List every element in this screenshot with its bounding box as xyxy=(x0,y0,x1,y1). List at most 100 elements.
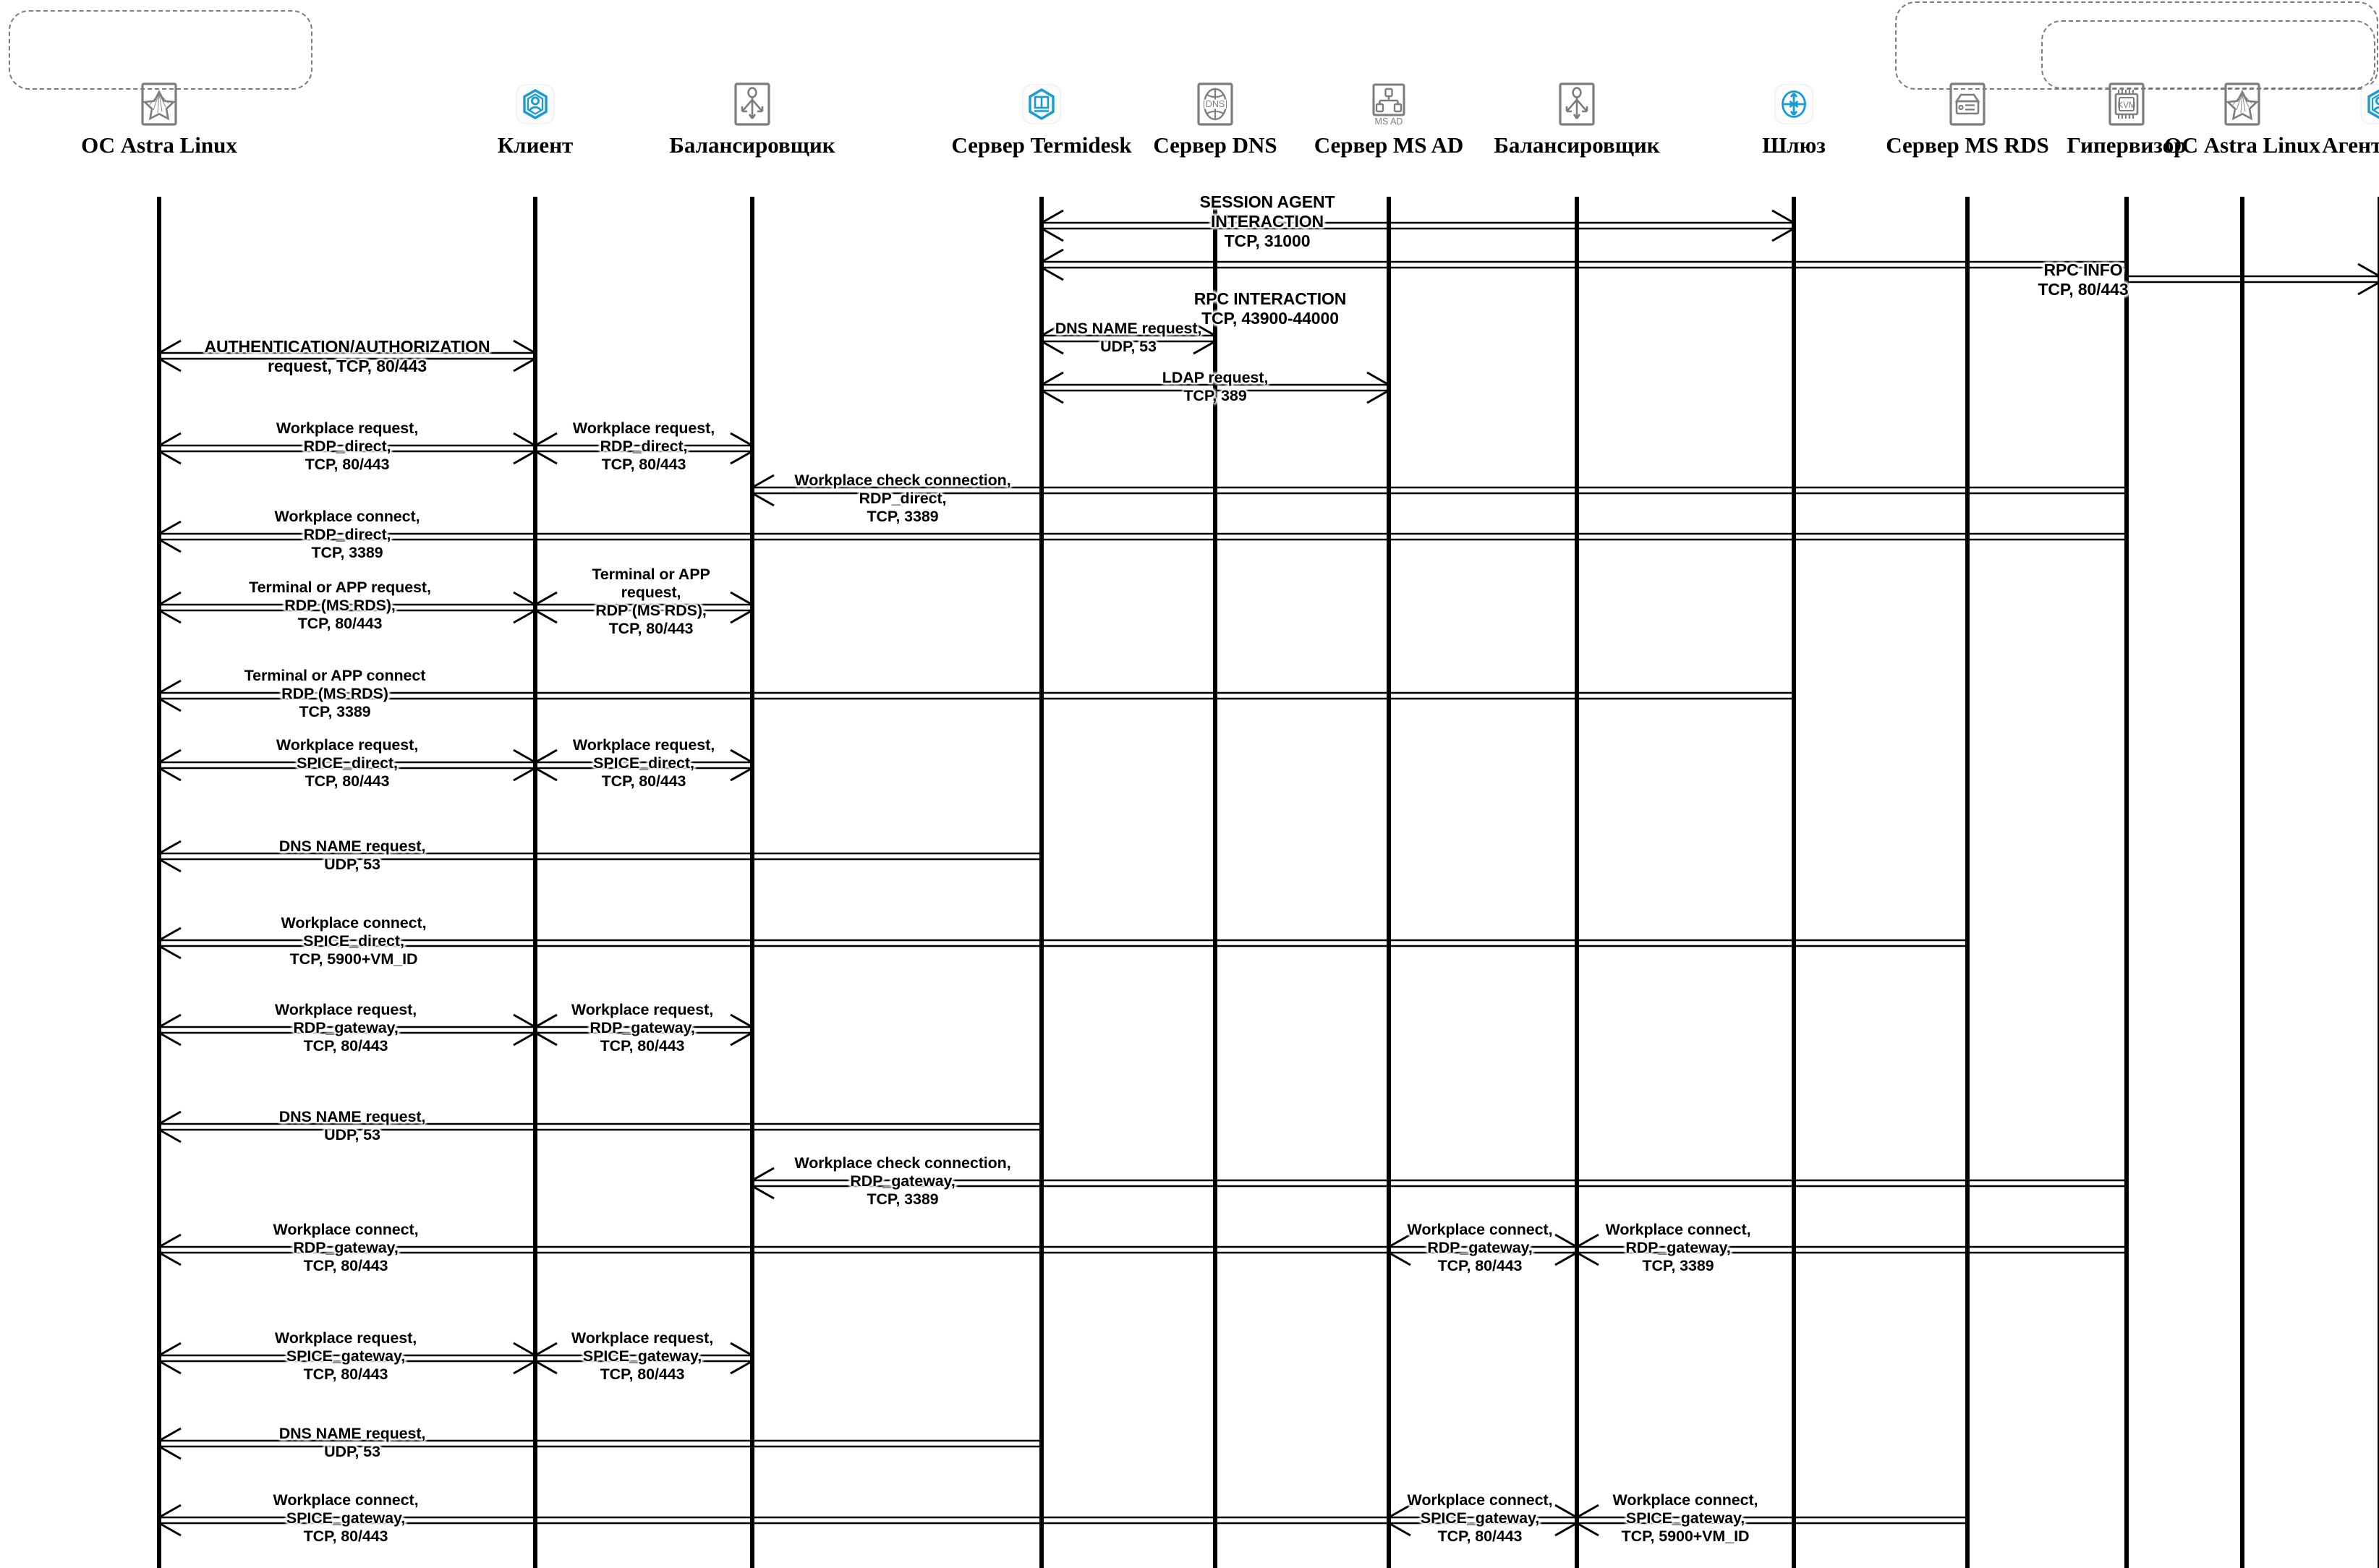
arrowhead-lower xyxy=(1576,1251,1599,1266)
arrowhead-lower xyxy=(730,609,753,624)
message-label-m10: Workplace connect, RDP_direct, TCP, 3389 xyxy=(274,508,420,562)
message-m5[interactable] xyxy=(158,339,536,372)
message-m22[interactable] xyxy=(158,1233,1389,1266)
participant-balancer1[interactable]: Балансировщик xyxy=(637,33,868,156)
message-label-m21: Workplace check connection, RDP_gateway,… xyxy=(794,1154,1011,1209)
message-m17[interactable] xyxy=(158,926,1967,960)
arrowhead-upper xyxy=(158,432,182,447)
arrowhead-lower xyxy=(158,945,182,960)
message-m11[interactable] xyxy=(158,591,536,624)
message-label-m29: Workplace connect, SPICE_gateway, TCP, 8… xyxy=(1407,1491,1553,1546)
message-m15[interactable] xyxy=(535,749,753,782)
arrowhead-lower xyxy=(513,357,536,372)
arrowhead-upper xyxy=(158,1342,182,1357)
message-m20[interactable] xyxy=(158,1110,1042,1143)
participant-hypervisor[interactable]: KVM Гипервизор xyxy=(2011,33,2242,156)
arrowhead-upper xyxy=(1193,322,1216,337)
load-balancer-icon xyxy=(729,81,775,127)
message-m7[interactable] xyxy=(158,432,536,465)
participant-label: Клиент xyxy=(497,132,574,158)
message-m26[interactable] xyxy=(535,1342,753,1375)
arrowhead xyxy=(730,591,753,624)
message-m6[interactable] xyxy=(1041,371,1389,404)
participant-dns[interactable]: DNS Сервер DNS xyxy=(1099,33,1331,156)
participant-bpm_agent[interactable]: Агент BPM xyxy=(2264,33,2379,156)
message-m16[interactable] xyxy=(158,840,1042,873)
arrowhead-lower xyxy=(1388,1251,1411,1266)
participant-balancer2[interactable]: Балансировщик xyxy=(1461,33,1693,156)
arrowhead-upper xyxy=(1554,1504,1578,1519)
message-m18[interactable] xyxy=(158,1013,536,1047)
message-label-m2: RPC INFO TCP, 80/443 xyxy=(2038,260,2129,299)
message-label-m9: Workplace check connection, RDP_direct, … xyxy=(794,472,1011,526)
arrowhead-upper xyxy=(158,749,182,764)
arrowhead xyxy=(1576,1233,1599,1266)
message-label-m7: Workplace request, RDP_direct, TCP, 80/4… xyxy=(276,419,419,474)
message-m14[interactable] xyxy=(158,749,536,782)
participant-termidesk[interactable]: Сервер Termidesk xyxy=(926,33,1157,156)
arrowhead-upper xyxy=(158,1110,182,1125)
arrowhead-upper xyxy=(1388,1504,1411,1519)
arrowhead-upper xyxy=(158,1504,182,1519)
arrowhead-lower xyxy=(158,1522,182,1537)
arrowhead xyxy=(1388,1504,1411,1537)
message-m12[interactable] xyxy=(535,591,753,624)
message-label-m13: Terminal or APP connect RDP (MS RDS) TCP… xyxy=(244,667,426,721)
arrowhead xyxy=(158,749,182,782)
arrowhead-upper xyxy=(1771,209,1795,224)
message-m23[interactable] xyxy=(1388,1233,1578,1266)
message-m13[interactable] xyxy=(158,679,1794,712)
message-label-m4: DNS NAME request, UDP, 53 xyxy=(1055,320,1202,356)
message-m21[interactable] xyxy=(752,1167,2127,1200)
arrowhead-lower xyxy=(752,492,775,507)
participant-msad[interactable]: MS AD Сервер MS AD xyxy=(1273,33,1505,156)
astra-linux-star-icon xyxy=(2219,81,2265,127)
arrowhead-lower xyxy=(1771,227,1795,242)
message-m19[interactable] xyxy=(535,1013,753,1047)
arrowhead-upper xyxy=(535,591,558,606)
message-m2[interactable] xyxy=(2127,263,2379,296)
message-label-m18: Workplace request, RDP_gateway, TCP, 80/… xyxy=(274,1001,417,1055)
arrowhead xyxy=(535,432,558,465)
arrowhead-lower xyxy=(158,767,182,782)
arrowhead-lower xyxy=(1554,1522,1578,1537)
arrowhead xyxy=(1771,209,1795,242)
message-m8[interactable] xyxy=(535,432,753,465)
arrowhead xyxy=(1388,1233,1411,1266)
message-m24[interactable] xyxy=(1576,1233,2127,1266)
agent-hexagon-user-icon xyxy=(2357,81,2379,127)
participant-gateway[interactable]: Шлюз xyxy=(1678,33,1910,156)
arrowhead xyxy=(1041,209,1064,242)
participant-astra_client[interactable]: ОС Astra Linux xyxy=(43,33,275,156)
message-m3[interactable] xyxy=(1041,248,2127,281)
message-m28[interactable] xyxy=(158,1504,1389,1537)
arrowhead-upper xyxy=(730,749,753,764)
arrowhead-lower xyxy=(752,1185,775,1200)
arrowhead xyxy=(158,1110,182,1143)
message-m29[interactable] xyxy=(1388,1504,1578,1537)
participant-label: ОС Astra Linux xyxy=(2164,132,2320,158)
arrowhead-upper xyxy=(535,749,558,764)
message-label-m1: SESSION AGENT INTERACTION TCP, 31000 xyxy=(1199,192,1335,250)
arrowhead-lower xyxy=(1041,340,1064,355)
arrowhead-upper xyxy=(730,432,753,447)
arrowhead xyxy=(158,1427,182,1460)
arrowhead-upper xyxy=(158,926,182,942)
arrowhead-lower xyxy=(158,1445,182,1460)
message-m1[interactable] xyxy=(1041,209,1795,242)
message-m9[interactable] xyxy=(752,474,2127,507)
participant-client[interactable]: Клиент xyxy=(420,33,651,156)
message-m10[interactable] xyxy=(158,520,2127,553)
message-label-m28: Workplace connect, SPICE_gateway, TCP, 8… xyxy=(273,1491,419,1546)
message-m30[interactable] xyxy=(1576,1504,1967,1537)
message-m27[interactable] xyxy=(158,1427,1042,1460)
message-m25[interactable] xyxy=(158,1342,536,1375)
message-label-m27: DNS NAME request, UDP, 53 xyxy=(278,1425,426,1461)
ms-rds-server-icon xyxy=(1944,81,1991,127)
participant-astra_vm[interactable]: ОС Astra Linux xyxy=(2127,33,2358,156)
arrowhead-upper xyxy=(1388,1233,1411,1248)
participant-label: Сервер Termidesk xyxy=(951,132,1132,158)
client-hexagon-user-icon xyxy=(512,81,558,127)
participant-msrds[interactable]: Сервер MS RDS xyxy=(1852,33,2083,156)
message-m4[interactable] xyxy=(1041,322,1216,355)
